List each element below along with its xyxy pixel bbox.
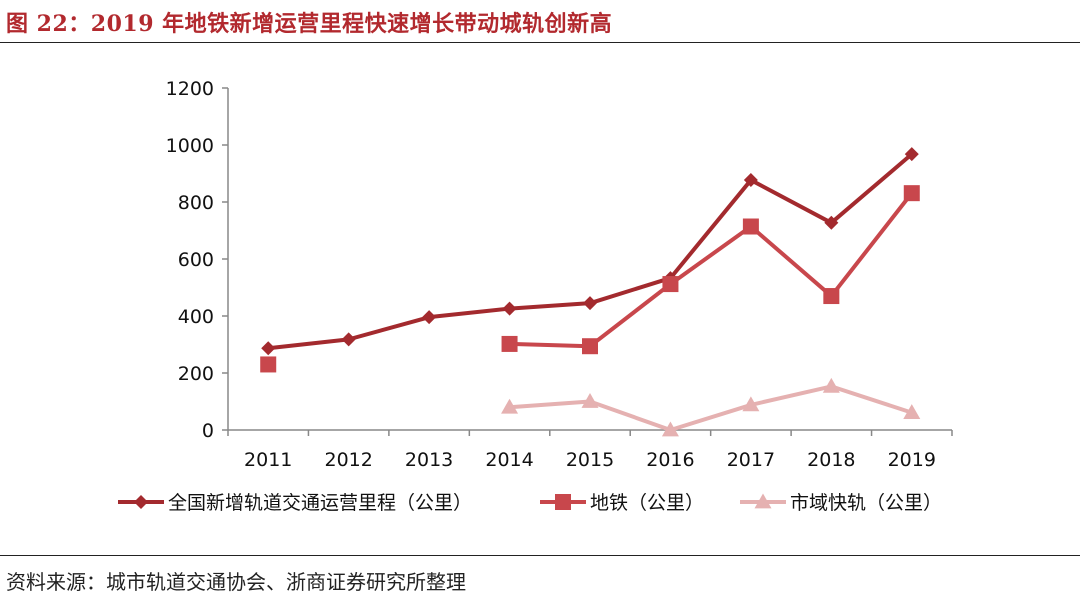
- series-1: [261, 147, 919, 356]
- legend-label: 市域快轨（公里）: [790, 492, 942, 514]
- data-point: [824, 215, 839, 230]
- top-divider: [0, 42, 1080, 43]
- data-point: [662, 276, 679, 293]
- data-point: [583, 296, 597, 311]
- legend-item-2: 地铁（公里）: [540, 492, 704, 514]
- data-point: [903, 404, 921, 419]
- data-point: [260, 356, 277, 373]
- y-tick-label: 400: [178, 306, 214, 328]
- legend-item-3: 市域快轨（公里）: [740, 492, 942, 514]
- data-point: [341, 332, 356, 347]
- data-point: [502, 301, 517, 316]
- data-point: [261, 341, 276, 356]
- y-tick-label: 1000: [166, 135, 214, 157]
- x-tick-label: 2017: [727, 449, 775, 471]
- legend: 全国新增轨道交通运营里程（公里） 地铁（公里） 市域快轨（公里）: [118, 492, 942, 514]
- legend-label: 全国新增轨道交通运营里程（公里）: [168, 492, 472, 514]
- x-tick-label: 2013: [405, 449, 453, 471]
- x-tick-label: 2016: [646, 449, 694, 471]
- source-note: 资料来源：城市轨道交通协会、浙商证券研究所整理: [6, 570, 466, 594]
- legend-label: 地铁（公里）: [590, 492, 704, 514]
- legend-marker: [555, 494, 571, 510]
- legend-marker: [754, 493, 772, 509]
- data-point: [582, 338, 598, 355]
- x-axis: 2011 2012 2013 2014 2015 2016 2017 2018 2019: [227, 429, 953, 471]
- legend-marker: [134, 495, 148, 509]
- x-tick-label: 2015: [566, 449, 614, 471]
- y-tick-label: 600: [178, 249, 214, 271]
- chart-title: 图 22：2019 年地铁新增运营里程快速增长带动城轨创新高: [6, 11, 613, 37]
- data-point: [822, 377, 840, 393]
- bottom-divider: [0, 555, 1080, 556]
- data-point: [501, 335, 518, 352]
- x-tick-label: 2012: [324, 449, 372, 471]
- series-3: [501, 377, 921, 437]
- y-tick-label: 0: [202, 420, 214, 442]
- data-point: [581, 393, 599, 408]
- data-point: [742, 218, 759, 235]
- series-line: [509, 191, 914, 349]
- data-point: [501, 398, 519, 414]
- y-tick-label: 1200: [166, 78, 214, 100]
- data-point: [742, 396, 760, 412]
- x-tick-label: 2011: [244, 449, 292, 471]
- x-tick-label: 2014: [485, 449, 533, 471]
- plot-area: [260, 147, 921, 437]
- series-2: [260, 185, 920, 373]
- legend-item-1: 全国新增轨道交通运营里程（公里）: [118, 492, 472, 514]
- data-point: [422, 310, 437, 325]
- data-point: [661, 421, 679, 437]
- series-line: [268, 152, 914, 351]
- y-axis: 0 200 400 600 800 1000 1200: [166, 78, 229, 442]
- data-point: [743, 173, 758, 188]
- data-point: [823, 288, 840, 305]
- x-tick-label: 2019: [888, 449, 936, 471]
- x-tick-label: 2018: [807, 449, 855, 471]
- series-line: [509, 384, 913, 432]
- y-tick-label: 200: [178, 363, 214, 385]
- data-point: [904, 147, 919, 162]
- data-point: [903, 185, 920, 202]
- y-tick-label: 800: [178, 192, 214, 214]
